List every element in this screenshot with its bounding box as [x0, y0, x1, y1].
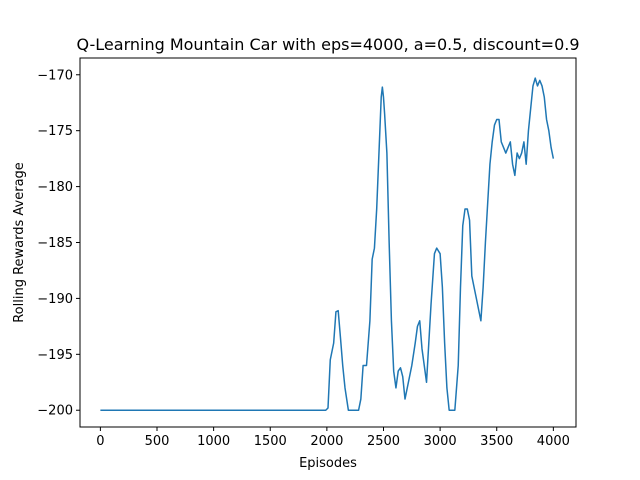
x-tick-label: 0 — [96, 434, 104, 449]
y-tick-label: −175 — [37, 124, 73, 139]
y-axis-label: Rolling Rewards Average — [12, 162, 27, 323]
y-tick-label: −180 — [37, 180, 73, 195]
y-tick-label: −195 — [37, 348, 73, 363]
plot-area — [100, 77, 555, 411]
x-tick-label: 4000 — [537, 434, 570, 449]
x-tick-label: 2000 — [310, 434, 343, 449]
x-tick-label: 3000 — [424, 434, 457, 449]
x-tick-label: 1000 — [197, 434, 230, 449]
x-tick-label: 500 — [145, 434, 170, 449]
series-line-0 — [100, 77, 555, 411]
x-axis: 0 500 1000 1500 2000 2500 3000 3500 4000 — [96, 427, 570, 449]
x-tick-label: 1500 — [254, 434, 287, 449]
y-tick-label: −170 — [37, 68, 73, 83]
plot-frame — [79, 57, 577, 428]
x-tick-label: 3500 — [480, 434, 513, 449]
x-axis-label: Episodes — [299, 456, 357, 471]
y-tick-label: −190 — [37, 292, 73, 307]
y-tick-label: −185 — [37, 236, 73, 251]
chart-title: Q-Learning Mountain Car with eps=4000, a… — [76, 35, 579, 54]
y-axis: −200 −195 −190 −185 −180 −175 −170 — [37, 68, 80, 419]
y-tick-label: −200 — [37, 404, 73, 419]
x-tick-label: 2500 — [367, 434, 400, 449]
